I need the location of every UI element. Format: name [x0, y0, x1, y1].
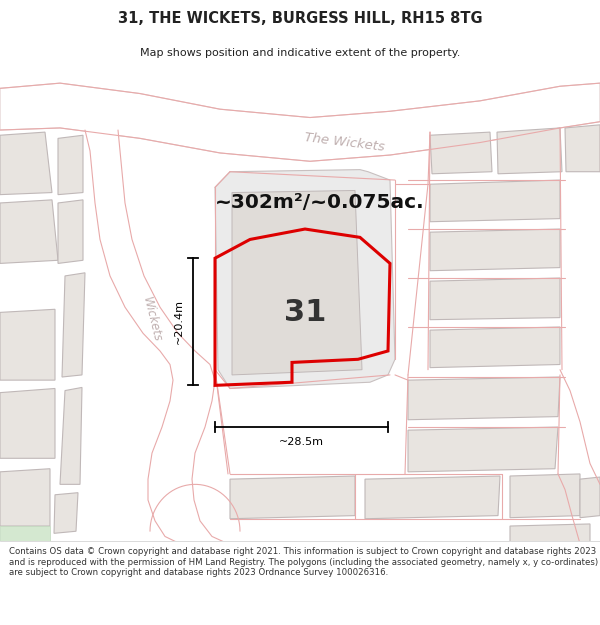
- Polygon shape: [510, 524, 590, 544]
- Polygon shape: [60, 388, 82, 484]
- Polygon shape: [430, 278, 560, 320]
- Polygon shape: [0, 309, 55, 380]
- Polygon shape: [430, 180, 560, 222]
- Polygon shape: [62, 272, 85, 377]
- Polygon shape: [510, 474, 580, 518]
- Polygon shape: [0, 200, 58, 263]
- Text: 31: 31: [284, 298, 326, 327]
- Polygon shape: [0, 526, 50, 544]
- Polygon shape: [0, 132, 52, 194]
- Polygon shape: [408, 377, 560, 420]
- Polygon shape: [365, 476, 500, 519]
- Polygon shape: [215, 169, 395, 389]
- Text: The Wickets: The Wickets: [304, 131, 386, 154]
- Polygon shape: [0, 389, 55, 458]
- Polygon shape: [580, 477, 600, 518]
- Polygon shape: [58, 135, 83, 194]
- Text: ~302m²/~0.075ac.: ~302m²/~0.075ac.: [215, 194, 425, 213]
- Text: 31, THE WICKETS, BURGESS HILL, RH15 8TG: 31, THE WICKETS, BURGESS HILL, RH15 8TG: [118, 11, 482, 26]
- Polygon shape: [58, 200, 83, 263]
- Polygon shape: [430, 229, 560, 271]
- Polygon shape: [497, 128, 562, 174]
- Polygon shape: [408, 427, 558, 472]
- Polygon shape: [85, 130, 245, 544]
- Text: ~28.5m: ~28.5m: [279, 437, 324, 447]
- Polygon shape: [0, 469, 50, 526]
- Text: Contains OS data © Crown copyright and database right 2021. This information is : Contains OS data © Crown copyright and d…: [9, 548, 598, 577]
- Polygon shape: [0, 83, 600, 161]
- Text: Map shows position and indicative extent of the property.: Map shows position and indicative extent…: [140, 48, 460, 58]
- Polygon shape: [430, 132, 492, 174]
- Polygon shape: [230, 476, 355, 519]
- Polygon shape: [430, 327, 560, 367]
- Text: Wickets: Wickets: [140, 296, 164, 344]
- Polygon shape: [232, 191, 362, 375]
- Polygon shape: [565, 125, 600, 172]
- Polygon shape: [54, 492, 78, 533]
- Text: ~20.4m: ~20.4m: [174, 299, 184, 344]
- Polygon shape: [150, 484, 240, 544]
